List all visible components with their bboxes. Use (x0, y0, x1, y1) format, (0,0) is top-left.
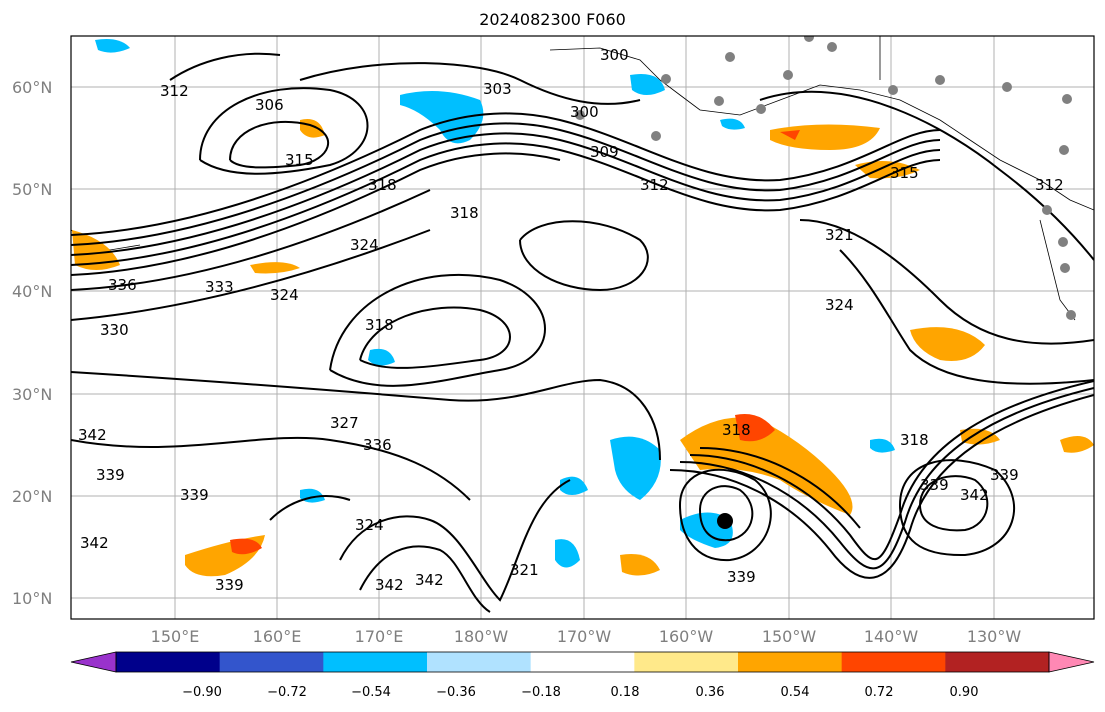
contour-label-318a: 318 (368, 176, 397, 194)
contour-label-336b: 336 (363, 436, 392, 454)
longitude-axis: 150°E 160°E 170°E 180°W 170°W 160°W 150°… (151, 627, 1022, 646)
colorbar-tick-label: 0.72 (865, 685, 894, 700)
lon-label-150w: 150°W (762, 627, 817, 646)
colorbar-tick-label: −0.36 (436, 685, 476, 700)
lat-label-40n: 40°N (12, 282, 52, 301)
station-markers (575, 36, 1076, 320)
colorbar-segment (323, 652, 428, 672)
lon-label-160e: 160°E (253, 627, 302, 646)
plot-area (71, 36, 1094, 619)
lon-label-160w: 160°W (659, 627, 714, 646)
lon-label-170w: 170°W (557, 627, 612, 646)
colorbar-low-extension (71, 652, 116, 672)
contour-label-321b: 321 (510, 561, 539, 579)
lon-label-170e: 170°E (355, 627, 404, 646)
colorbar-segment (841, 652, 946, 672)
contour-label-318b: 318 (450, 204, 479, 222)
contour-lines (71, 52, 1094, 613)
contour-label-342e: 342 (960, 486, 989, 504)
latitude-axis: 10°N 20°N 30°N 40°N 50°N 60°N (12, 78, 52, 608)
contour-label-303: 303 (483, 80, 512, 98)
contour-label-339d: 339 (727, 568, 756, 586)
colorbar-segment (116, 652, 221, 672)
contour-label-339a: 339 (180, 486, 209, 504)
contour-label-318c: 318 (365, 316, 394, 334)
contour-label-300b: 300 (570, 103, 599, 121)
contour-label-333: 333 (205, 278, 234, 296)
colorbar-tick-label: −0.18 (521, 685, 561, 700)
lat-label-20n: 20°N (12, 487, 52, 506)
colorbar-segment (219, 652, 324, 672)
colorbar-tick-label: 0.54 (781, 685, 810, 700)
contour-label-324b: 324 (270, 286, 299, 304)
map-title: 2024082300 F060 (479, 10, 626, 29)
contour-label-330: 330 (100, 321, 129, 339)
colorbar-tick-label: −0.54 (351, 685, 391, 700)
lat-label-60n: 60°N (12, 78, 52, 97)
contour-label-336a: 336 (108, 276, 137, 294)
contour-label-309: 309 (590, 143, 619, 161)
contour-label-339c: 339 (215, 576, 244, 594)
colorbar-tick-label: −0.72 (267, 685, 307, 700)
lon-label-130w: 130°W (967, 627, 1022, 646)
contour-label-315: 315 (285, 151, 314, 169)
contour-label-306: 306 (255, 96, 284, 114)
contour-label-324d: 324 (355, 516, 384, 534)
colorbar-tick-label: 0.90 (950, 685, 979, 700)
plot-border (70, 35, 1095, 620)
contour-label-321: 321 (825, 226, 854, 244)
contour-label-324a: 324 (350, 236, 379, 254)
colorbar-segment (738, 652, 843, 672)
contour-label-339b: 339 (96, 466, 125, 484)
contour-label-342b: 342 (80, 534, 109, 552)
lat-label-50n: 50°N (12, 180, 52, 199)
colorbar-tick-label: 0.36 (696, 685, 725, 700)
lat-label-30n: 30°N (12, 385, 52, 404)
lon-label-180w: 180°W (454, 627, 509, 646)
contour-label-342d: 342 (415, 571, 444, 589)
contour-label-339f: 339 (990, 466, 1019, 484)
contour-label-312a: 312 (160, 82, 189, 100)
colorbar-segment (427, 652, 532, 672)
contour-label-318d: 318 (722, 421, 751, 439)
contour-label-315b: 315 (890, 164, 919, 182)
colorbar: −0.90 −0.72 −0.54 −0.36 −0.18 0.18 0.36 … (70, 651, 1095, 700)
contour-label-327: 327 (330, 414, 359, 432)
contour-label-318e: 318 (900, 431, 929, 449)
contour-label-300: 300 (600, 46, 629, 64)
contour-label-312c: 312 (1035, 176, 1064, 194)
colorbar-segment (634, 652, 739, 672)
contour-label-342c: 342 (375, 576, 404, 594)
lon-label-140w: 140°W (864, 627, 919, 646)
lat-label-10n: 10°N (12, 589, 52, 608)
contour-label-342a: 342 (78, 426, 107, 444)
contour-label-312b: 312 (640, 176, 669, 194)
colorbar-segment (530, 652, 635, 672)
contour-label-339e: 339 (920, 476, 949, 494)
contour-label-324c: 324 (825, 296, 854, 314)
colorbar-tick-label: 0.18 (611, 685, 640, 700)
contour-value-labels: 300 300 303 306 309 312 312 312 315 315 … (78, 46, 1064, 594)
colorbar-high-extension (1049, 652, 1094, 672)
colorbar-segment (945, 652, 1050, 672)
lon-label-150e: 150°E (151, 627, 200, 646)
colorbar-tick-label: −0.90 (182, 685, 222, 700)
storm-center-marker (717, 513, 733, 529)
